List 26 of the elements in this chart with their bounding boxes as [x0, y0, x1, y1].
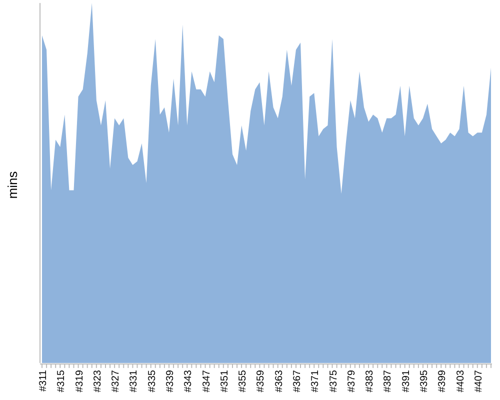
x-tick-label: #331 — [128, 370, 140, 392]
x-tick-label: #327 — [110, 370, 122, 392]
x-tick-label: #359 — [256, 370, 267, 392]
x-tick-label: #347 — [201, 370, 212, 392]
x-tick-label: #375 — [328, 370, 340, 392]
x-tick-label: #315 — [56, 370, 68, 392]
x-tick-label: #371 — [310, 370, 322, 392]
x-tick-label: #355 — [238, 370, 249, 392]
x-tick-label: #343 — [183, 370, 194, 392]
x-tick-label: #395 — [418, 370, 430, 392]
x-tick-label: #387 — [382, 370, 394, 392]
x-tick-label: #407 — [473, 370, 484, 392]
x-tick-label: #391 — [400, 370, 412, 392]
x-tick-label: #335 — [146, 370, 158, 392]
x-tick-label: #363 — [274, 370, 285, 392]
x-tick-label: #319 — [74, 370, 86, 392]
x-tick-label: #403 — [455, 370, 466, 392]
x-tick-label: #351 — [219, 370, 230, 392]
x-tick-label: #383 — [364, 370, 376, 392]
x-tick-label: #367 — [292, 370, 303, 392]
x-tick-label: #323 — [92, 370, 104, 392]
x-tick-label: #339 — [164, 370, 176, 392]
x-tick-label: #311 — [38, 370, 49, 392]
x-tick-label: #379 — [346, 370, 358, 392]
x-tick-label: #399 — [437, 370, 448, 392]
y-axis-title: mins — [5, 170, 20, 199]
